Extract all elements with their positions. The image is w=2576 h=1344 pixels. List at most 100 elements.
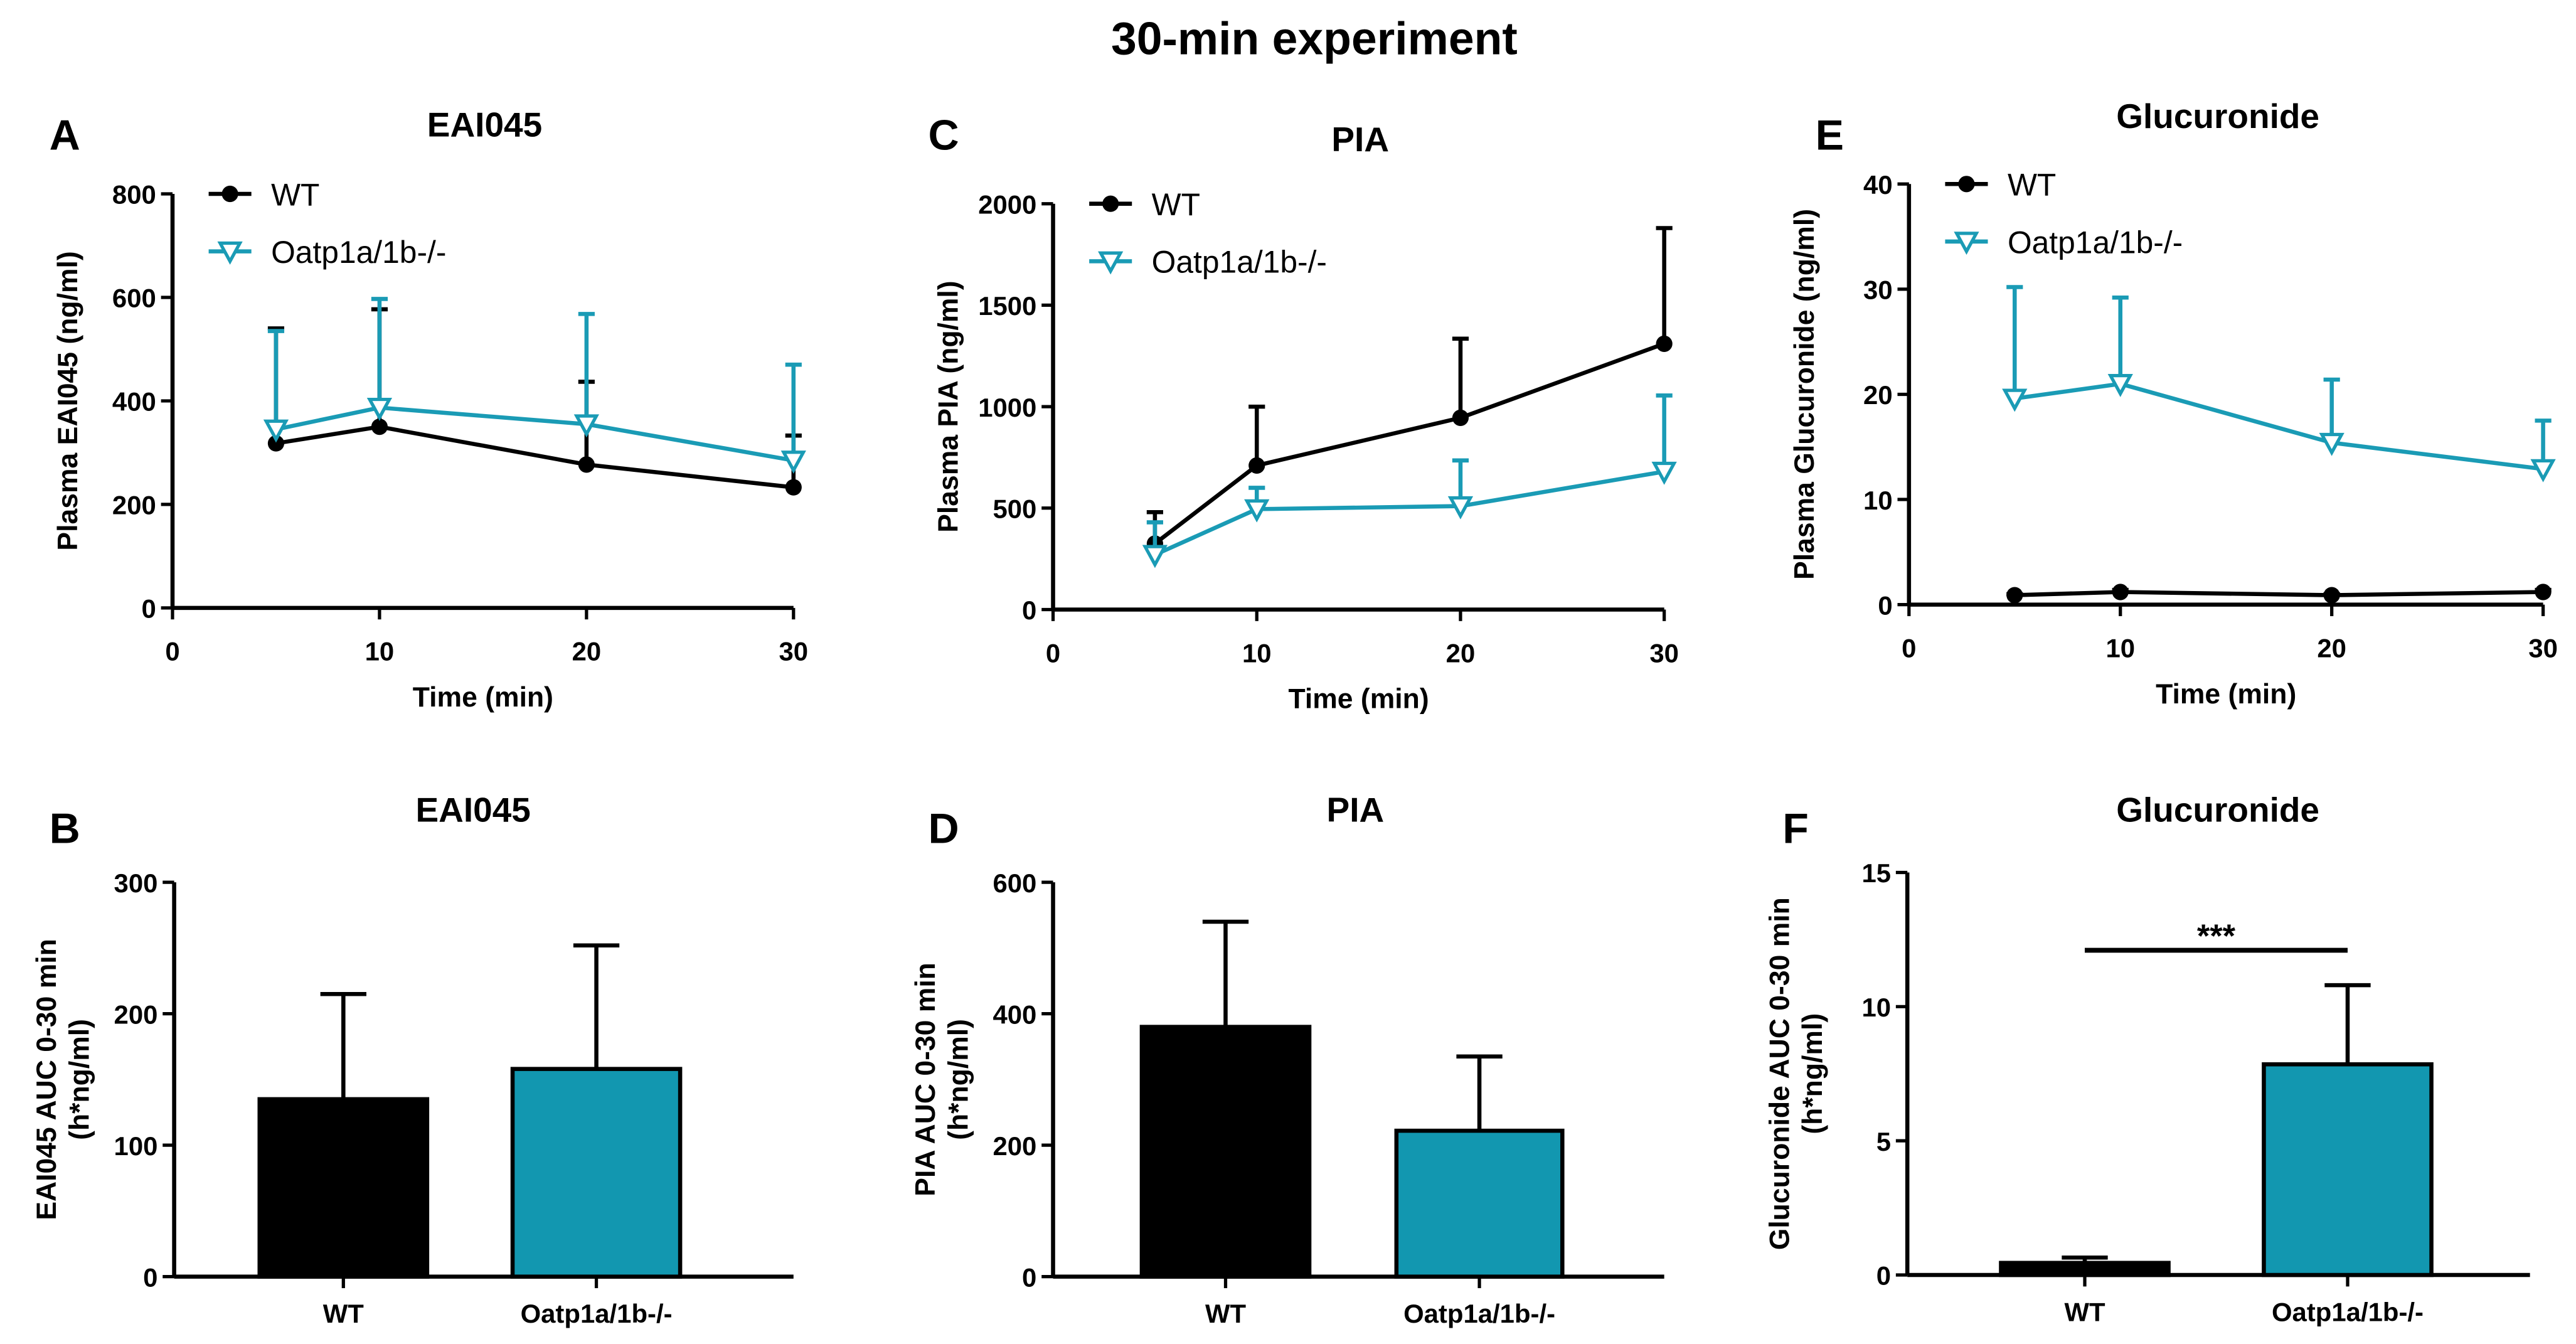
panel-letter: B bbox=[50, 804, 80, 852]
x-tick-label: 10 bbox=[1242, 638, 1272, 668]
y-axis-label: PIA AUC 0-30 min (h*ng/ml) bbox=[910, 963, 974, 1197]
y-tick-label: 1000 bbox=[978, 393, 1036, 422]
data-point bbox=[267, 435, 285, 452]
y-axis-label: Plasma Glucuronide (ng/ml) bbox=[1789, 209, 1820, 580]
data-point bbox=[573, 414, 599, 438]
data-point bbox=[2530, 459, 2556, 483]
legend-label: WT bbox=[1152, 187, 1200, 222]
data-point bbox=[578, 456, 595, 473]
panel-F: F Glucuronide 0 5 10 15 Glucuronide AUC 0-30 m… bbox=[1765, 790, 2530, 1326]
y-tick-label: 2000 bbox=[978, 189, 1036, 219]
x-tick-label: 10 bbox=[365, 637, 395, 666]
data-point bbox=[2319, 432, 2344, 456]
y-tick-label: 0 bbox=[143, 1262, 157, 1292]
legend-label: WT bbox=[2008, 168, 2056, 203]
y-tick-label: 5 bbox=[1876, 1127, 1891, 1156]
data-point bbox=[1244, 499, 1270, 523]
y-tick-label: 10 bbox=[1863, 486, 1893, 515]
data-point bbox=[1447, 496, 1474, 520]
bar-wt bbox=[1139, 1025, 1312, 1279]
series-line bbox=[275, 424, 794, 489]
legend-marker bbox=[1954, 232, 1979, 255]
series-line bbox=[1153, 341, 1665, 545]
y-tick-label: 0 bbox=[1878, 590, 1892, 620]
y-tick-label: 100 bbox=[114, 1131, 158, 1161]
panel-title: Glucuronide bbox=[2116, 790, 2319, 829]
panel-letter: C bbox=[929, 111, 959, 159]
x-axis-label: Time (min) bbox=[413, 682, 553, 713]
data-point bbox=[2107, 373, 2133, 397]
y-axis-label-line: Plasma EAI045 (ng/ml) bbox=[53, 251, 83, 550]
data-point bbox=[1248, 457, 1265, 474]
data-point bbox=[785, 479, 802, 496]
y-tick-label: 500 bbox=[993, 494, 1036, 524]
y-tick-label: 0 bbox=[1022, 1262, 1036, 1292]
data-point bbox=[1142, 545, 1168, 568]
y-tick-label: 300 bbox=[114, 868, 158, 898]
series-line bbox=[1154, 469, 1665, 557]
figure-title: 30-min experiment bbox=[1111, 13, 1518, 64]
legend-marker bbox=[1098, 251, 1124, 275]
panel-E: E Glucuronide 0 10 20 30 40 Plasma Glucuronide … bbox=[1789, 97, 2558, 710]
y-tick-label: 10 bbox=[1861, 993, 1891, 1022]
panel-letter: E bbox=[1816, 111, 1844, 159]
data-point bbox=[2112, 584, 2129, 600]
legend-label: Oatp1a/1b-/- bbox=[271, 235, 446, 270]
y-axis-label: EAI045 AUC 0-30 min (h*ng/ml) bbox=[31, 939, 95, 1220]
y-tick-label: 40 bbox=[1863, 170, 1893, 200]
bar-wt bbox=[1999, 1261, 2171, 1277]
bar-oatp bbox=[1394, 1128, 1565, 1279]
data-point bbox=[366, 397, 393, 421]
legend-marker bbox=[217, 241, 243, 265]
x-tick-label: 0 bbox=[1902, 633, 1916, 663]
y-axis-label-line: Plasma Glucuronide (ng/ml) bbox=[1789, 209, 1820, 580]
panel-C: C PIA 0 500 1000 1500 2000 Plasma PIA (ng/ml) 0 1… bbox=[929, 111, 1679, 714]
y-tick-label: 20 bbox=[1863, 380, 1893, 410]
y-tick-label: 600 bbox=[112, 284, 156, 313]
data-point bbox=[1651, 461, 1677, 485]
x-tick-label: 30 bbox=[779, 637, 809, 666]
y-axis-label-line: (h*ng/ml) bbox=[64, 1019, 95, 1140]
panel-title: EAI045 bbox=[415, 790, 530, 829]
panel-letter: F bbox=[1782, 804, 1809, 852]
bar-oatp bbox=[510, 1067, 683, 1279]
y-tick-label: 200 bbox=[114, 1000, 158, 1029]
y-tick-label: 200 bbox=[993, 1131, 1036, 1161]
legend-label: WT bbox=[271, 177, 319, 212]
x-tick-label: WT bbox=[1205, 1299, 1247, 1328]
x-axis-label: Time (min) bbox=[2156, 679, 2296, 710]
y-tick-label: 1500 bbox=[978, 291, 1036, 321]
series-line bbox=[2014, 381, 2544, 471]
series-oatp bbox=[2002, 285, 2556, 483]
series-oatp bbox=[263, 297, 806, 474]
panel-title: PIA bbox=[1331, 120, 1389, 159]
y-axis-label-line: (h*ng/ml) bbox=[1797, 1013, 1828, 1134]
panel-B: B EAI045 0 100 200 300 EAI045 AUC 0-30 min (h*n… bbox=[31, 790, 794, 1328]
legend-marker bbox=[221, 185, 238, 203]
y-tick-label: 600 bbox=[993, 868, 1036, 898]
data-point bbox=[1656, 335, 1673, 352]
x-tick-label: Oatp1a/1b-/- bbox=[2272, 1297, 2424, 1326]
x-tick-label: Oatp1a/1b-/- bbox=[1403, 1299, 1555, 1328]
series-wt bbox=[2006, 584, 2552, 604]
x-tick-label: 0 bbox=[1046, 638, 1060, 668]
data-point bbox=[1452, 409, 1469, 426]
legend-marker bbox=[1102, 195, 1119, 212]
panel-D: D PIA 0 200 400 600 PIA AUC 0-30 min (h*ng/ml) W… bbox=[910, 790, 1664, 1328]
y-tick-label: 30 bbox=[1863, 275, 1893, 305]
y-tick-label: 15 bbox=[1861, 858, 1891, 888]
data-point bbox=[2535, 584, 2552, 600]
x-tick-label: 20 bbox=[1446, 638, 1476, 668]
panel-letter: D bbox=[929, 804, 959, 852]
x-tick-label: 20 bbox=[572, 637, 602, 666]
series-wt bbox=[267, 307, 802, 496]
x-tick-label: 0 bbox=[165, 637, 179, 666]
y-axis-label-line: PIA AUC 0-30 min bbox=[910, 963, 941, 1197]
x-tick-label: 30 bbox=[2528, 633, 2558, 663]
x-axis-label: Time (min) bbox=[1289, 684, 1429, 715]
bar-wt bbox=[257, 1097, 430, 1279]
y-axis-label-line: (h*ng/ml) bbox=[943, 1019, 974, 1140]
significance-label: *** bbox=[2197, 918, 2236, 954]
